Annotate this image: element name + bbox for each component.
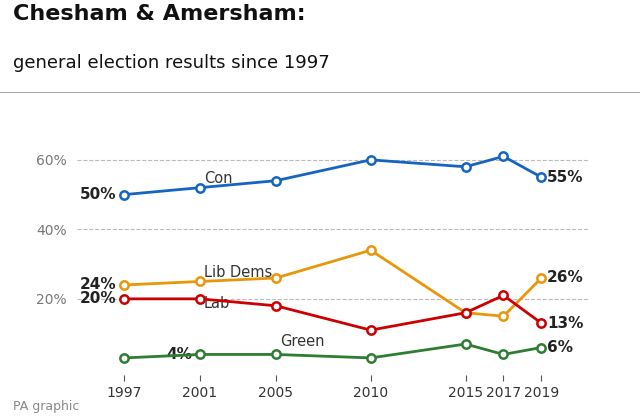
- Text: 55%: 55%: [547, 170, 584, 185]
- Text: 50%: 50%: [80, 187, 116, 202]
- Text: Lab: Lab: [204, 296, 230, 311]
- Text: Green: Green: [280, 334, 324, 349]
- Text: 13%: 13%: [547, 316, 584, 331]
- Text: 24%: 24%: [80, 277, 116, 292]
- Text: 26%: 26%: [547, 271, 584, 286]
- Text: Con: Con: [204, 171, 232, 186]
- Text: PA graphic: PA graphic: [13, 400, 79, 413]
- Text: general election results since 1997: general election results since 1997: [13, 54, 330, 72]
- Text: Chesham & Amersham:: Chesham & Amersham:: [13, 4, 305, 24]
- Text: 6%: 6%: [547, 340, 573, 355]
- Text: 4%: 4%: [166, 347, 193, 362]
- Text: 20%: 20%: [80, 291, 116, 306]
- Text: Lib Dems: Lib Dems: [204, 265, 272, 280]
